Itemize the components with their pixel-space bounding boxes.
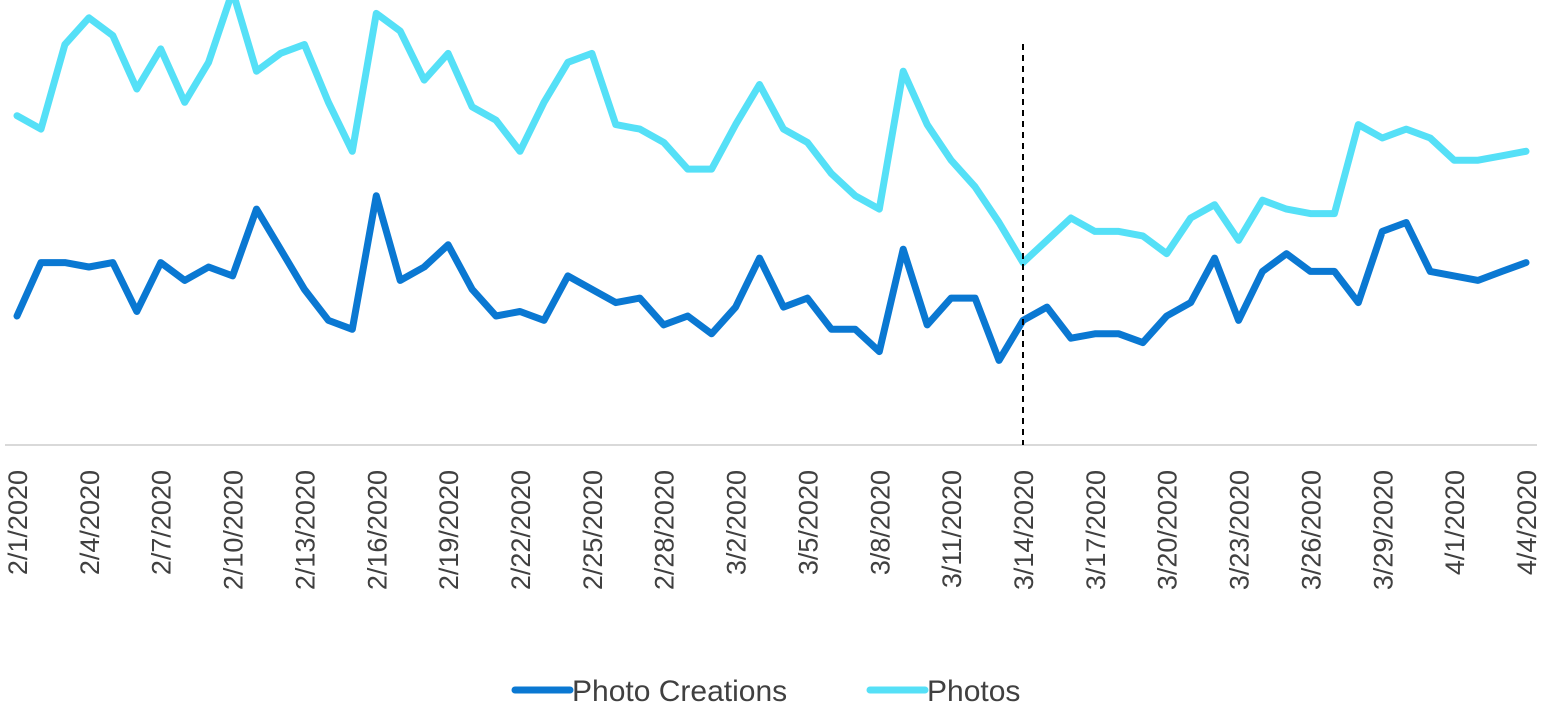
x-tick-label: 3/20/2020 [1153, 470, 1183, 590]
x-tick-label: 2/1/2020 [3, 470, 33, 575]
x-tick-label: 3/23/2020 [1225, 470, 1255, 590]
x-tick-label: 2/25/2020 [578, 470, 608, 590]
legend: Photo Creations Photos [511, 675, 1020, 708]
x-tick-label: 2/10/2020 [219, 470, 249, 590]
series-line-photos [13, 0, 1530, 267]
x-tick-label: 3/29/2020 [1368, 470, 1398, 590]
x-tick-label: 3/2/2020 [722, 470, 752, 575]
x-tick-label: 4/1/2020 [1440, 470, 1470, 575]
x-tick-label: 2/22/2020 [506, 470, 536, 590]
x-tick-label: 2/13/2020 [290, 470, 320, 590]
x-tick-label: 3/8/2020 [865, 470, 895, 575]
x-tick-label: 3/14/2020 [1009, 470, 1039, 590]
x-tick-label: 3/11/2020 [937, 470, 967, 588]
x-axis-tick-labels: 2/1/2020 2/4/2020 2/7/2020 2/10/2020 2/13/20… [3, 470, 1542, 590]
x-tick-label: 3/26/2020 [1296, 470, 1326, 590]
series-line-photo-creations [13, 192, 1530, 364]
x-tick-label: 3/17/2020 [1081, 470, 1111, 590]
legend-label-photo-creations: Photo Creations [572, 675, 787, 708]
x-tick-label: 4/4/2020 [1512, 470, 1542, 575]
x-tick-label: 2/7/2020 [147, 470, 177, 575]
x-tick-label: 2/28/2020 [650, 470, 680, 590]
plot-area [5, 0, 1537, 446]
x-tick-label: 2/16/2020 [362, 470, 392, 590]
x-tick-label: 3/5/2020 [793, 470, 823, 575]
x-tick-label: 2/19/2020 [434, 470, 464, 590]
x-tick-label: 2/4/2020 [75, 470, 105, 575]
legend-label-photos: Photos [927, 675, 1020, 708]
